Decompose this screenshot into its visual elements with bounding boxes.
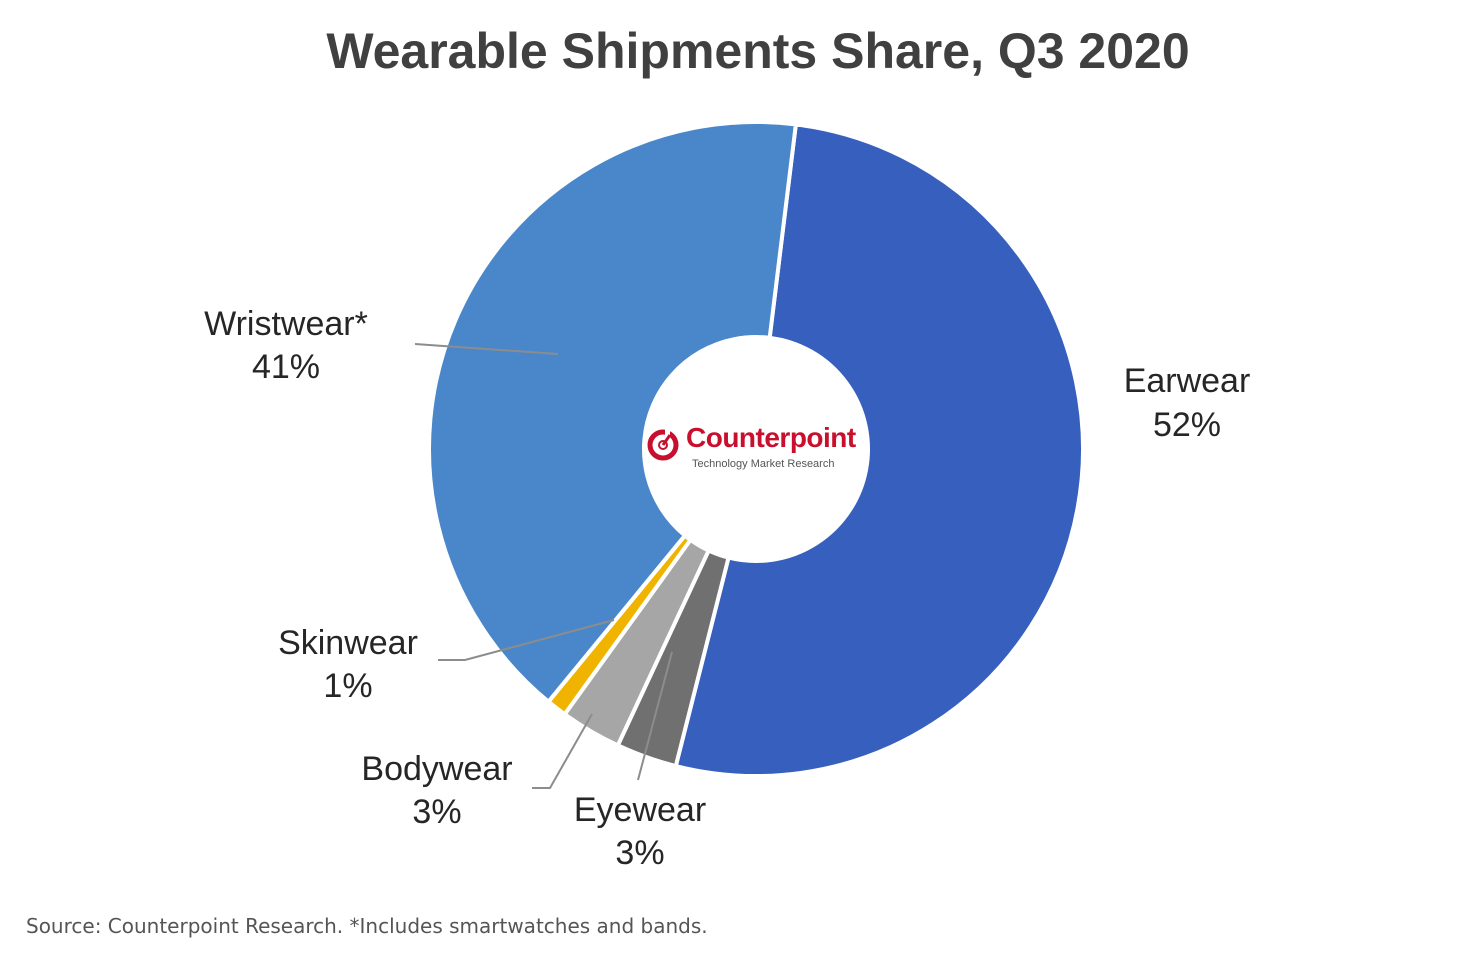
chart-title: Wearable Shipments Share, Q3 2020 bbox=[326, 23, 1190, 79]
leader-line-wristwear bbox=[414, 343, 559, 355]
slice-label-value-eyewear: 3% bbox=[615, 834, 664, 872]
counterpoint-logo-icon bbox=[647, 429, 679, 461]
slice-label-value-skinwear: 1% bbox=[323, 667, 372, 705]
slice-label-value-bodywear: 3% bbox=[412, 793, 461, 831]
donut-slices bbox=[427, 120, 1085, 778]
counterpoint-logo: Counterpoint Technology Market Research bbox=[646, 422, 866, 482]
slice-label-name-wristwear: Wristwear* bbox=[204, 305, 368, 343]
leader-line-bodywear bbox=[532, 713, 593, 789]
slice-label-name-bodywear: Bodywear bbox=[361, 750, 512, 788]
slice-label-value-earwear: 52% bbox=[1153, 406, 1221, 444]
source-note: Source: Counterpoint Research. *Includes… bbox=[26, 914, 708, 938]
leader-lines bbox=[414, 343, 673, 789]
leader-line-skinwear bbox=[438, 619, 615, 661]
slice-label-name-earwear: Earwear bbox=[1124, 362, 1251, 400]
leader-line-eyewear bbox=[637, 651, 673, 781]
slice-labels: Earwear 52% Eyewear 3% Bodywear 3% Skinwear 1% W… bbox=[204, 305, 1250, 872]
slice-label-name-eyewear: Eyewear bbox=[574, 791, 706, 829]
logo-name: Counterpoint bbox=[686, 422, 856, 453]
slice-label-name-skinwear: Skinwear bbox=[278, 624, 418, 662]
logo-tagline: Technology Market Research bbox=[692, 458, 835, 470]
donut-hole bbox=[644, 337, 868, 561]
slice-label-value-wristwear: 41% bbox=[252, 348, 320, 386]
